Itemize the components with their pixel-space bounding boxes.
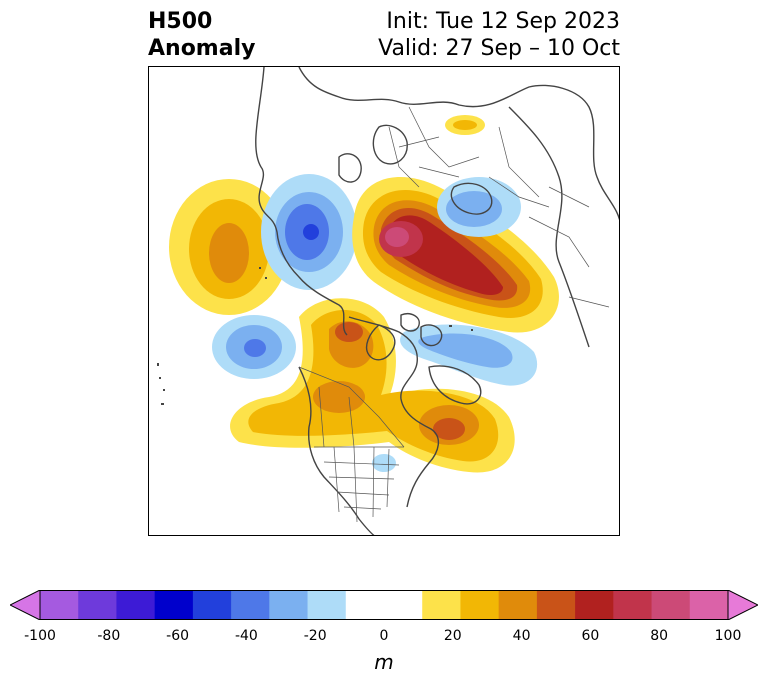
colorbar-units: m <box>374 650 394 674</box>
colorbar-extend-min <box>10 590 41 620</box>
title-line-1: H500 <box>148 9 213 34</box>
colorbar-segment <box>651 590 691 620</box>
colorbar-segment <box>154 590 194 620</box>
valid-range: Valid: 27 Sep – 10 Oct <box>378 36 620 61</box>
small-islands <box>157 267 473 405</box>
colorbar-tick-label: -80 <box>97 628 121 644</box>
colorbar-tick-label: -60 <box>166 628 190 644</box>
colorbar-segment <box>575 590 614 620</box>
colorbar-segment <box>613 590 653 620</box>
colorbar-segment <box>231 590 270 620</box>
colorbar-tick-label: 0 <box>379 628 389 644</box>
political-borders <box>298 106 610 523</box>
colorbar <box>10 590 758 620</box>
colorbar-segment <box>40 590 79 620</box>
colorbar-extend-max <box>727 590 758 620</box>
colorbar-segment <box>536 590 576 620</box>
colorbar-segment <box>116 590 156 620</box>
colorbar-segment <box>460 590 500 620</box>
colorbar-tick-label: -100 <box>24 628 56 644</box>
coastlines <box>255 67 619 535</box>
colorbar-segment <box>307 590 347 620</box>
colorbar-segment <box>192 590 232 620</box>
anomaly-map <box>148 66 620 536</box>
colorbar-tick-label: 60 <box>581 628 600 644</box>
colorbar-tick-label: 20 <box>443 628 462 644</box>
colorbar-segment <box>384 590 423 620</box>
anomaly-shading <box>169 115 559 473</box>
colorbar-segment <box>345 590 385 620</box>
colorbar-segment <box>689 590 729 620</box>
colorbar-outline <box>39 590 729 620</box>
map-title: H500 Anomaly <box>148 8 255 62</box>
colorbar-tick-label: 40 <box>512 628 531 644</box>
init-date: Init: Tue 12 Sep 2023 <box>386 9 620 34</box>
title-line-2: Anomaly <box>148 36 256 61</box>
colorbar-segment <box>269 590 309 620</box>
colorbar-segment <box>422 590 461 620</box>
colorbar-tick-label: 100 <box>714 628 742 644</box>
map-graphic <box>157 67 619 535</box>
colorbar-tick-label: -40 <box>234 628 258 644</box>
colorbar-tick-label: -20 <box>303 628 327 644</box>
colorbar-tick-label: 80 <box>650 628 669 644</box>
colorbar-segment <box>498 590 538 620</box>
colorbar-segment <box>78 590 117 620</box>
colorbar-segments <box>10 590 758 620</box>
date-info: Init: Tue 12 Sep 2023 Valid: 27 Sep – 10… <box>378 8 620 62</box>
